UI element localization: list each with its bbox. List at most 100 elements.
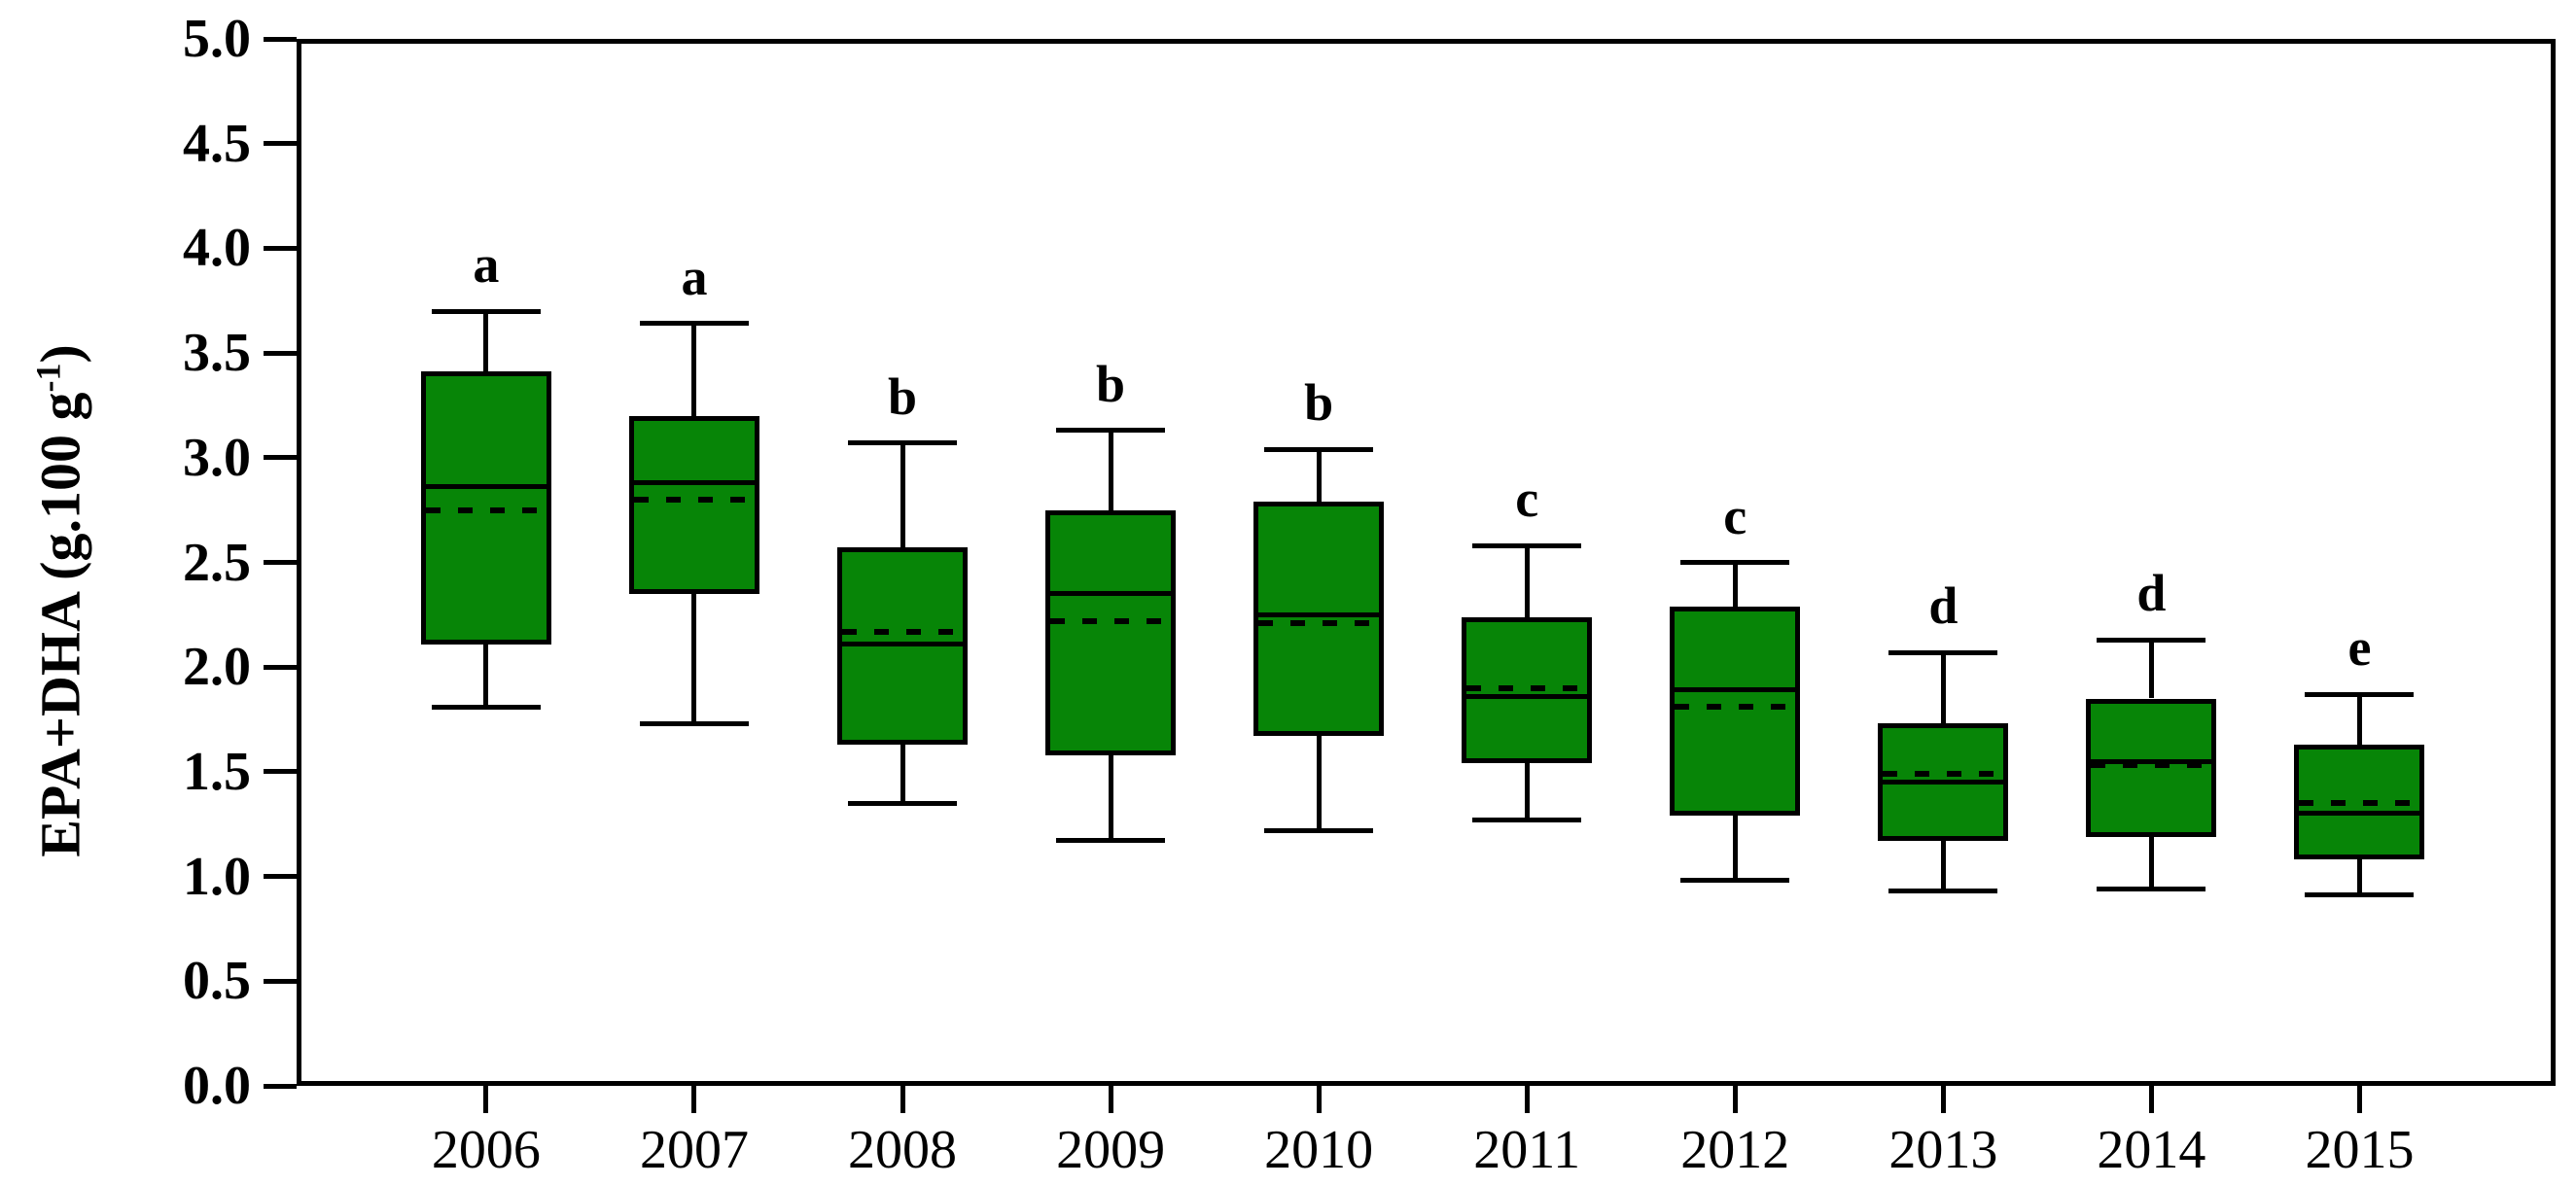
significance-letter: a — [681, 247, 708, 306]
x-tick — [483, 1086, 489, 1113]
x-axis-year-label: 2013 — [1888, 1120, 1998, 1180]
mean-line — [842, 628, 964, 635]
y-tick — [264, 1083, 297, 1089]
y-tick-label: 5.0 — [183, 9, 251, 69]
box-2012 — [1670, 606, 1801, 817]
lower-whisker-line — [691, 593, 697, 724]
lower-whisker-cap — [2305, 892, 2415, 898]
lower-whisker-line — [2356, 859, 2362, 895]
lower-whisker-cap — [2097, 887, 2206, 892]
x-axis-year-label: 2010 — [1264, 1120, 1374, 1180]
y-axis-title: EPA+DHA (g.100 g-1) — [27, 344, 92, 857]
median-line — [1050, 591, 1172, 597]
y-tick-label: 0.5 — [183, 951, 251, 1012]
median-line — [633, 480, 755, 486]
mean-line — [633, 496, 755, 503]
x-tick — [691, 1086, 697, 1113]
lower-whisker-line — [1732, 816, 1738, 881]
lower-whisker-cap — [1472, 817, 1582, 822]
y-tick-label: 3.5 — [183, 323, 251, 384]
mean-line — [1883, 771, 2004, 778]
upper-whisker-cap — [1472, 542, 1582, 548]
lower-whisker-line — [483, 644, 489, 708]
lower-whisker-line — [1108, 754, 1113, 841]
upper-whisker-line — [483, 311, 489, 372]
y-tick — [264, 245, 297, 251]
mean-line — [425, 506, 547, 513]
box-2010 — [1253, 502, 1385, 737]
y-tick — [264, 350, 297, 356]
upper-whisker-line — [2148, 640, 2154, 699]
y-tick-label: 3.0 — [183, 427, 251, 488]
y-tick — [264, 36, 297, 42]
box-2007 — [628, 415, 759, 594]
upper-whisker-line — [1940, 652, 1946, 724]
median-line — [1675, 687, 1796, 693]
x-tick — [900, 1086, 905, 1113]
y-tick — [264, 141, 297, 147]
y-axis-title-suffix: ) — [28, 344, 92, 364]
lower-whisker-cap — [1888, 889, 1998, 894]
significance-letter: d — [1928, 576, 1958, 636]
median-line — [1466, 693, 1588, 699]
upper-whisker-line — [1316, 449, 1322, 503]
lower-whisker-cap — [848, 800, 958, 806]
significance-letter: c — [1723, 486, 1747, 545]
significance-letter: c — [1515, 470, 1539, 529]
y-tick — [264, 664, 297, 670]
x-tick — [1316, 1086, 1322, 1113]
lower-whisker-line — [900, 744, 905, 804]
mean-line — [1466, 684, 1588, 691]
x-tick — [1732, 1086, 1738, 1113]
box-2009 — [1045, 509, 1177, 755]
lower-whisker-cap — [639, 720, 749, 726]
significance-letter: b — [887, 366, 918, 426]
x-axis-year-label: 2012 — [1680, 1120, 1790, 1180]
median-line — [1258, 611, 1380, 617]
lower-whisker-line — [1316, 736, 1322, 831]
lower-whisker-cap — [431, 704, 541, 710]
x-axis-year-label: 2007 — [639, 1120, 749, 1180]
y-tick-label: 1.5 — [183, 741, 251, 802]
significance-letter: a — [473, 235, 500, 295]
x-axis-year-label: 2014 — [2097, 1120, 2206, 1180]
upper-whisker-cap — [2305, 691, 2415, 697]
x-axis-year-label: 2006 — [431, 1120, 541, 1180]
y-tick — [264, 874, 297, 880]
y-tick-label: 0.0 — [183, 1056, 251, 1116]
mean-line — [2299, 800, 2420, 807]
upper-whisker-cap — [431, 308, 541, 314]
y-tick — [264, 455, 297, 461]
x-tick — [1524, 1086, 1530, 1113]
upper-whisker-line — [1732, 562, 1738, 607]
x-axis-year-label: 2008 — [848, 1120, 958, 1180]
significance-letter: b — [1304, 373, 1334, 433]
y-axis-title-text: EPA+DHA (g.100 g — [28, 392, 92, 857]
upper-whisker-cap — [1888, 649, 1998, 655]
x-axis-year-label: 2009 — [1056, 1120, 1166, 1180]
significance-letter: e — [2347, 618, 2372, 678]
median-line — [2299, 811, 2420, 817]
x-tick — [1108, 1086, 1113, 1113]
x-axis-year-label: 2011 — [1473, 1120, 1581, 1180]
lower-whisker-line — [1524, 763, 1530, 820]
upper-whisker-cap — [1264, 446, 1374, 452]
upper-whisker-cap — [1056, 428, 1166, 434]
upper-whisker-line — [2356, 694, 2362, 745]
y-tick — [264, 560, 297, 565]
upper-whisker-cap — [1680, 560, 1790, 565]
y-tick-label: 4.0 — [183, 218, 251, 279]
mean-line — [1050, 617, 1172, 624]
y-tick — [264, 769, 297, 775]
x-tick — [2148, 1086, 2154, 1113]
lower-whisker-cap — [1056, 838, 1166, 844]
x-axis-year-label: 2015 — [2305, 1120, 2415, 1180]
mean-line — [1258, 619, 1380, 626]
significance-letter: d — [2136, 564, 2167, 623]
y-tick-label: 2.5 — [183, 532, 251, 593]
upper-whisker-cap — [639, 321, 749, 327]
median-line — [425, 484, 547, 490]
upper-whisker-line — [691, 323, 697, 416]
median-line — [842, 642, 964, 646]
